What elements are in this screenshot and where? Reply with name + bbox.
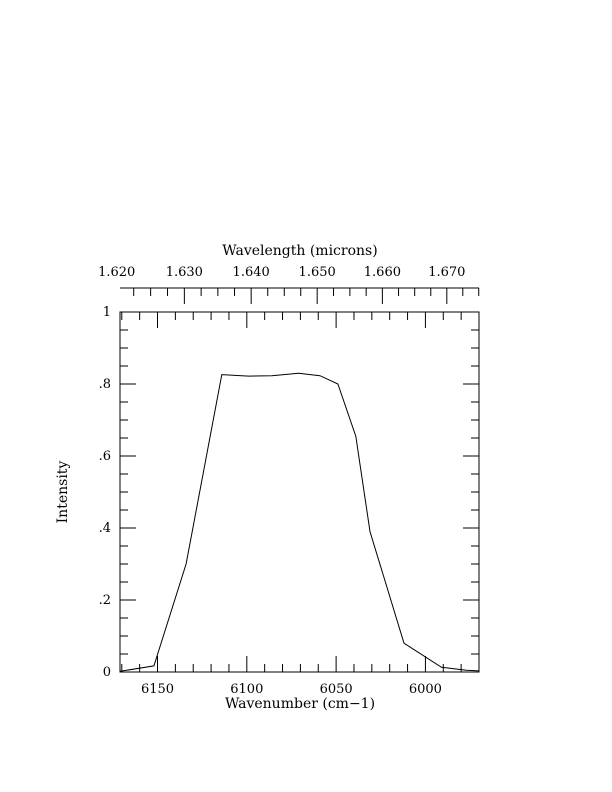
x-tick-label: 6100: [230, 682, 263, 697]
ticks: [120, 288, 480, 673]
top-tick-label: 1.630: [166, 265, 203, 280]
y-tick-label: .8: [99, 377, 111, 392]
y-tick-label: .2: [99, 593, 111, 608]
x-tick-label: 6150: [141, 682, 174, 697]
y-tick-label: .4: [99, 521, 111, 536]
tick-labels: 6150 6100 6050 6000 0 .2 .4 .6 .8 1 1.620 1.630 1.64…: [98, 265, 465, 697]
series-line: [119, 372, 480, 672]
x-tick-label: 6000: [409, 682, 442, 697]
x-axis-title: Wavenumber (cm−1): [225, 696, 375, 712]
top-axis-title: Wavelength (microns): [222, 243, 377, 259]
top-tick-label: 1.620: [98, 265, 135, 280]
y-axis-title: Intensity: [55, 461, 71, 524]
top-tick-label: 1.640: [233, 265, 270, 280]
y-tick-label: .6: [99, 449, 111, 464]
top-tick-label: 1.660: [364, 265, 401, 280]
top-tick-label: 1.650: [299, 265, 336, 280]
y-tick-label: 1: [103, 305, 111, 320]
x-tick-label: 6050: [320, 682, 353, 697]
top-tick-label: 1.670: [428, 265, 465, 280]
y-tick-label: 0: [103, 665, 111, 680]
plot-frame: [119, 311, 480, 673]
